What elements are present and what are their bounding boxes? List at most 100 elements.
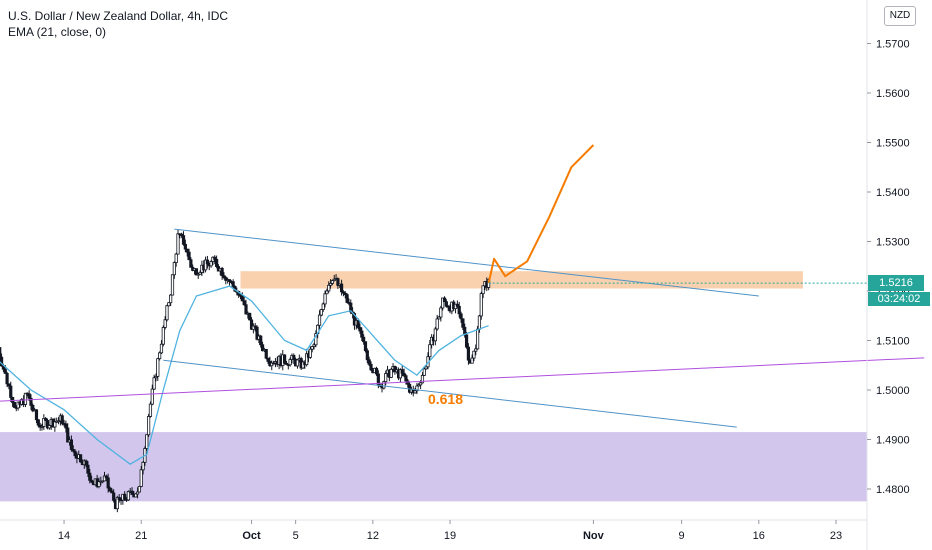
candle-body	[459, 313, 463, 320]
candle-body	[231, 281, 235, 287]
candle-body	[112, 492, 116, 501]
candle-body	[242, 300, 246, 306]
candle-body	[398, 369, 403, 379]
candle-body	[365, 350, 369, 361]
candle-body	[135, 491, 140, 495]
candle-body	[40, 425, 44, 428]
candle-body	[10, 396, 15, 403]
candle-body	[7, 383, 11, 387]
candle-body	[389, 368, 393, 378]
candle-body	[90, 479, 94, 483]
ema-line	[0, 285, 489, 465]
y-tick-label: 1.5700	[876, 39, 910, 51]
last-price-tag: 1.5216	[868, 275, 924, 292]
candle-body	[165, 305, 169, 321]
candle-body	[341, 291, 346, 294]
candle-body	[150, 388, 154, 405]
candle-body	[110, 490, 114, 494]
candle-body	[31, 404, 35, 412]
x-tick-label: 16	[753, 530, 765, 542]
candle-body	[16, 401, 20, 409]
currency-button[interactable]: NZD	[884, 6, 916, 26]
candle-body	[115, 496, 119, 510]
candle-body	[86, 464, 90, 474]
candle-body	[424, 366, 428, 370]
candle-body	[249, 319, 254, 330]
candle-body	[400, 369, 404, 374]
candle-body	[101, 480, 105, 483]
bar-countdown-tag: 03:24:02	[868, 292, 930, 307]
candle-body	[417, 384, 421, 387]
channel-lower-line	[163, 359, 737, 428]
candle-body	[419, 382, 423, 386]
candle-body	[0, 356, 4, 367]
candle-body	[174, 253, 178, 263]
candle-body	[161, 327, 165, 345]
candle-body	[327, 284, 331, 292]
candle-body	[203, 259, 208, 271]
y-tick-label: 1.5300	[876, 237, 910, 249]
candle-body	[479, 293, 483, 317]
candle-body	[328, 282, 333, 286]
candle-body	[413, 390, 417, 394]
candle-body	[220, 267, 224, 277]
candle-body	[97, 481, 101, 487]
candle-body	[167, 302, 171, 307]
candle-body	[358, 327, 362, 332]
candle-body	[47, 425, 51, 429]
x-tick-label: 5	[293, 530, 299, 542]
candle-body	[198, 271, 202, 275]
candle-body	[60, 415, 64, 424]
candle-body	[148, 403, 153, 417]
candle-body	[330, 280, 334, 284]
candle-body	[137, 485, 142, 493]
candle-body	[457, 305, 461, 315]
candle-body	[215, 258, 219, 267]
candle-body	[319, 309, 323, 316]
candle-body	[88, 472, 92, 481]
candle-body	[442, 297, 447, 303]
candle-body	[117, 496, 121, 501]
x-tick-label: 19	[444, 530, 456, 542]
y-tick-label: 1.5400	[876, 187, 910, 199]
candle-body	[71, 449, 75, 452]
candle-body	[472, 350, 476, 359]
candle-body	[180, 233, 184, 237]
candle-body	[3, 368, 7, 374]
candle-body	[360, 330, 364, 338]
candle-body	[336, 278, 340, 286]
candle-body	[147, 416, 151, 436]
candle-body	[29, 397, 33, 406]
channel-upper-line	[174, 228, 759, 297]
candle-body	[384, 373, 388, 383]
candle-body	[244, 304, 248, 315]
candle-body	[194, 268, 198, 276]
candle-body	[9, 385, 13, 398]
resistance-zone	[240, 271, 803, 289]
candle-body	[266, 357, 270, 362]
candle-body	[154, 375, 158, 379]
candle-body	[209, 261, 213, 267]
candle-body	[34, 409, 39, 421]
candle-body	[78, 454, 83, 463]
candle-body	[64, 423, 68, 429]
x-tick-label: 14	[58, 530, 70, 542]
candle-body	[45, 420, 50, 429]
candle-body	[284, 362, 289, 365]
candle-body	[402, 372, 406, 377]
candle-body	[470, 357, 474, 364]
candle-body	[213, 256, 217, 260]
candle-body	[53, 421, 57, 428]
candle-body	[152, 377, 156, 390]
candle-body	[145, 434, 149, 449]
candle-body	[106, 477, 110, 489]
candle-body	[134, 493, 138, 498]
candle-body	[474, 348, 478, 352]
candle-body	[406, 380, 410, 385]
candle-body	[464, 334, 469, 348]
candle-body	[407, 383, 412, 393]
candle-body	[240, 295, 244, 302]
candle-body	[349, 302, 353, 313]
candle-body	[363, 341, 368, 352]
